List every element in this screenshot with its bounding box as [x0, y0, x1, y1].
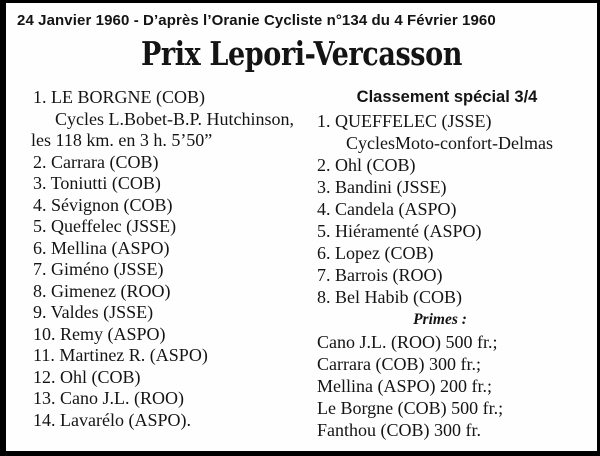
result-entry: 3. Toniutti (COB) [33, 173, 161, 193]
result-entry: 10. Remy (ASPO) [33, 323, 166, 344]
special-entry: 3. Bandini (JSSE) [317, 177, 447, 197]
results-columns: 1. LE BORGNE (COB) Cycles L.Bobet-B.P. H… [6, 87, 597, 441]
special-entry: 5. Hiéramenté (ASPO) [317, 221, 482, 241]
result-entry: 9. Valdes (JSSE) [33, 302, 154, 322]
special-entry: 1. QUEFFELEC (JSSE) [317, 111, 492, 131]
special-classification-column: Classement spécial 3/4 1. QUEFFELEC (JSS… [311, 87, 577, 441]
prime-entry: Fanthou (COB) 300 fr. [317, 420, 481, 440]
result-entry: 8. Gimenez (ROO) [33, 280, 171, 301]
result-entry: 12. Ohl (COB) [33, 366, 141, 387]
primes-heading: Primes : [413, 311, 467, 328]
special-winner-sponsor-line: CyclesMoto-confort-Delmas [346, 133, 553, 153]
source-line: 24 Janvier 1960 - D’après l’Oranie Cycli… [17, 12, 496, 29]
prime-entry: Carrara (COB) 300 fr.; [317, 354, 481, 374]
special-entry: 2. Ohl (COB) [317, 155, 416, 175]
special-entry: 8. Bel Habib (COB) [317, 287, 462, 307]
special-classification-heading: Classement spécial 3/4 [356, 88, 538, 106]
winner-sponsor-line: Cycles L.Bobet-B.P. Hutchinson, [55, 108, 294, 129]
race-distance-line: les 118 km. en 3 h. 5’50” [31, 130, 213, 150]
result-entry: 2. Carrara (COB) [33, 151, 159, 172]
result-entry: 11. Martinez R. (ASPO) [33, 345, 208, 365]
result-entry: 5. Queffelec (JSSE) [33, 216, 177, 236]
special-entry: 6. Lopez (COB) [317, 243, 434, 263]
special-entry: 7. Barrois (ROO) [317, 265, 443, 285]
result-entry: 4. Sévignon (COB) [33, 194, 173, 215]
result-entry: 7. Giméno (JSSE) [33, 259, 164, 279]
prime-entry: Mellina (ASPO) 200 fr.; [317, 376, 492, 396]
result-entry: 6. Mellina (ASPO) [33, 237, 170, 258]
result-entry: 1. LE BORGNE (COB) [33, 87, 205, 107]
special-entry: 4. Candela (ASPO) [317, 199, 457, 219]
prime-entry: Le Borgne (COB) 500 fr.; [317, 398, 504, 418]
page-title: Prix Lepori-Vercasson [140, 34, 463, 73]
result-entry: 13. Cano J.L. (ROO) [33, 388, 184, 408]
result-entry: 14. Lavarélo (ASPO). [33, 409, 191, 430]
general-classification-column: 1. LE BORGNE (COB) Cycles L.Bobet-B.P. H… [6, 87, 311, 441]
prime-entry: Cano J.L. (ROO) 500 fr.; [317, 332, 498, 352]
